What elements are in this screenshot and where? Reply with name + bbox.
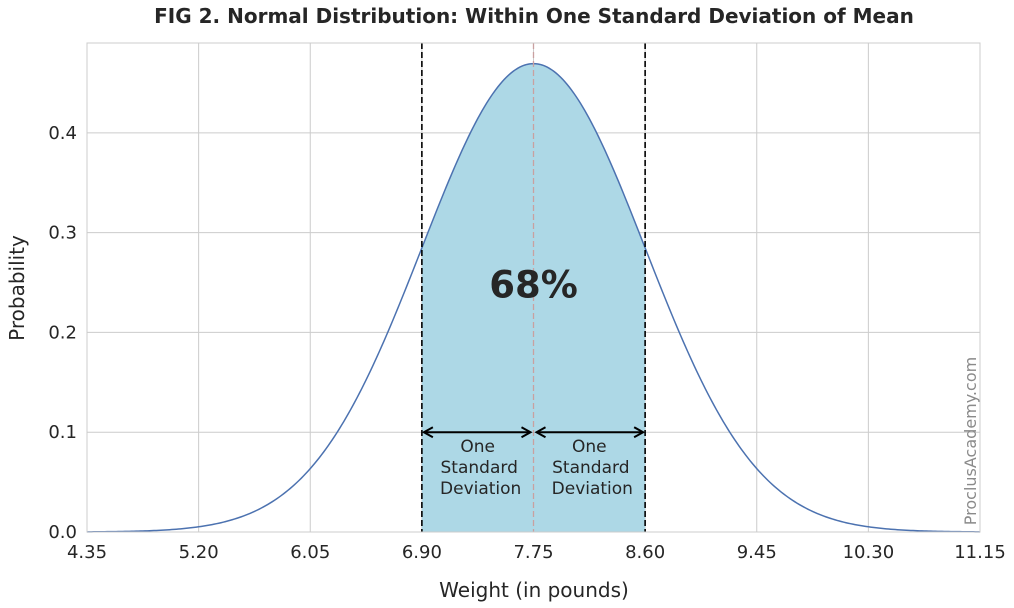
x-tick-label: 11.15: [954, 542, 1006, 563]
y-tick-labels: 0.0 0.1 0.2 0.3 0.4: [48, 123, 77, 543]
percent-label: 68%: [489, 263, 578, 306]
y-tick-label: 0.1: [48, 422, 77, 443]
x-tick-label: 10.30: [843, 542, 895, 563]
x-tick-label: 7.75: [513, 542, 553, 563]
watermark: ProclusAcademy.com: [961, 357, 980, 525]
annotation-line: One: [572, 437, 607, 457]
arrow-1: [534, 426, 646, 439]
x-tick-label: 8.60: [625, 542, 665, 563]
y-axis-label: Probability: [5, 235, 29, 341]
x-tick-label: 9.45: [737, 542, 777, 563]
plot-frame: [86, 42, 981, 533]
y-tick-label: 0.0: [48, 522, 77, 543]
annotation-line: Standard: [552, 458, 629, 478]
annotation-line: One: [460, 437, 495, 457]
x-tick-labels: 4.35 5.20 6.05 6.90 7.75 8.60 9.45 10.30 11.15: [67, 542, 1006, 563]
annotation-0: One Standard Deviation: [440, 437, 521, 499]
y-tick-label: 0.3: [48, 223, 77, 244]
y-tick-label: 0.4: [48, 123, 77, 144]
vertical-lines: [421, 43, 646, 532]
x-tick-label: 4.35: [67, 542, 107, 563]
x-tick-label: 6.05: [290, 542, 330, 563]
x-tick-label: 5.20: [179, 542, 219, 563]
arrows: [421, 426, 646, 439]
chart-title: FIG 2. Normal Distribution: Within One S…: [154, 4, 914, 28]
annotation-1: One Standard Deviation: [552, 437, 633, 499]
x-axis-label: Weight (in pounds): [439, 578, 629, 602]
y-tick-label: 0.2: [48, 322, 77, 343]
x-tick-label: 6.90: [402, 542, 442, 563]
arrow-0: [421, 426, 533, 439]
annotation-line: Deviation: [552, 479, 633, 499]
annotation-line: Deviation: [440, 479, 521, 499]
annotation-line: Standard: [441, 458, 518, 478]
